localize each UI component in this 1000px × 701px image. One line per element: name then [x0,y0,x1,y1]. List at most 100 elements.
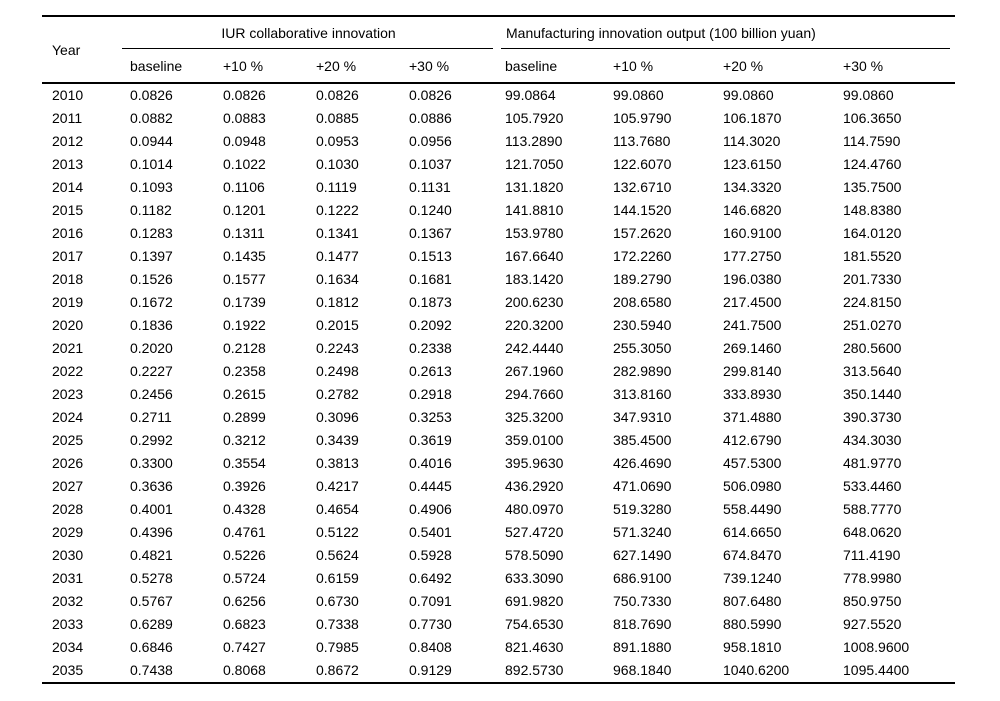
value-cell: 818.7690 [613,616,672,632]
value-cell: 0.3253 [409,409,452,425]
value-cell: 0.7091 [409,593,452,609]
value-cell: 0.1022 [223,156,266,172]
value-cell: 527.4720 [505,524,564,540]
year-cell: 2023 [52,386,84,402]
value-cell: 0.2092 [409,317,452,333]
sub-header-row: baseline +10 % +20 % +30 % baseline +10 … [42,49,956,84]
value-cell: 0.5278 [130,570,173,586]
value-cell: 0.2498 [316,363,359,379]
value-cell: 0.0953 [316,133,359,149]
value-cell: 0.5226 [223,547,266,563]
value-cell: 1040.6200 [723,659,844,684]
value-cell: 325.3200 [505,409,564,425]
value-cell: 750.7330 [613,593,672,609]
year-cell: 2011 [52,110,83,126]
year-cell: 2014 [52,179,84,195]
value-cell: 480.0970 [505,501,564,517]
table-row: 2033 0.6289 0.6823 0.7338 0.7730 754.6530 818.… [42,613,955,636]
value-cell: 0.1672 [130,294,173,310]
value-cell: 0.2020 [130,340,173,356]
value-cell: 135.7500 [843,179,902,195]
value-cell: 313.5640 [843,363,902,379]
value-cell: 177.2750 [723,248,782,264]
value-cell: 0.7985 [316,639,359,655]
table-row: 2032 0.5767 0.6256 0.6730 0.7091 691.9820 750.… [42,590,955,613]
value-cell: 968.1840 [613,659,724,684]
value-cell: 294.7660 [505,386,564,402]
scenario-table-container: Year IUR collaborative innovation Manufa… [42,15,956,684]
table-row: 2011 0.0882 0.0883 0.0885 0.0886 105.7920 105.… [42,107,955,130]
year-cell: 2028 [52,501,84,517]
value-cell: 299.8140 [723,363,782,379]
value-cell: 711.4190 [843,547,901,563]
value-cell: 0.1283 [130,225,173,241]
value-cell: 200.6230 [505,294,564,310]
value-cell: 0.1836 [130,317,173,333]
value-cell: 0.2128 [223,340,266,356]
value-cell: 385.4500 [613,432,672,448]
value-cell: 0.1477 [316,248,359,264]
table-row: 2028 0.4001 0.4328 0.4654 0.4906 480.0970 519.… [42,498,955,521]
value-cell: 436.2920 [505,478,564,494]
value-cell: 124.4760 [843,156,902,172]
table-row: 2023 0.2456 0.2615 0.2782 0.2918 294.7660 313.… [42,383,955,406]
table-row: 2020 0.1836 0.1922 0.2015 0.2092 220.3200 230.… [42,314,955,337]
value-cell: 880.5990 [723,616,782,632]
value-cell: 0.3300 [130,455,173,471]
value-cell: 412.6790 [723,432,782,448]
value-cell: 0.1634 [316,271,359,287]
value-cell: 891.1880 [613,639,672,655]
value-cell: 121.7050 [505,156,564,172]
table-row: 2027 0.3636 0.3926 0.4217 0.4445 436.2920 471.… [42,475,955,498]
table-row: 2019 0.1672 0.1739 0.1812 0.1873 200.6230 208.… [42,291,955,314]
value-cell: 0.4906 [409,501,452,517]
table-row: 2014 0.1093 0.1106 0.1119 0.1131 131.1820 132.… [42,176,955,199]
year-cell: 2032 [52,593,84,609]
value-cell: 850.9750 [843,593,902,609]
value-cell: 0.2243 [316,340,359,356]
value-cell: 0.1119 [316,179,357,195]
value-cell: 208.6580 [613,294,672,310]
year-cell: 2010 [52,87,84,103]
value-cell: 0.2711 [130,409,172,425]
value-cell: 183.1420 [505,271,564,287]
value-cell: 0.1341 [316,225,359,241]
value-cell: 471.0690 [613,478,672,494]
value-cell: 0.1397 [130,248,173,264]
value-cell: 0.1222 [316,202,359,218]
value-cell: 958.1810 [723,639,782,655]
year-cell: 2018 [52,271,84,287]
value-cell: 426.4690 [613,455,672,471]
value-cell: 164.0120 [843,225,902,241]
value-cell: 1008.9600 [843,639,910,655]
year-cell: 2015 [52,202,84,218]
value-cell: 0.2358 [223,363,266,379]
value-cell: 0.0886 [409,110,452,126]
value-cell: 113.7680 [613,133,671,149]
table-row: 2017 0.1397 0.1435 0.1477 0.1513 167.6640 172.… [42,245,955,268]
year-cell: 2025 [52,432,84,448]
value-cell: 0.3813 [316,455,359,471]
value-cell: 533.4460 [843,478,902,494]
value-cell: 0.1131 [409,179,451,195]
value-cell: 0.8672 [316,659,409,684]
value-cell: 0.1311 [223,225,265,241]
value-cell: 0.1367 [409,225,452,241]
year-cell: 2033 [52,616,84,632]
value-cell: 0.2613 [409,363,452,379]
value-cell: 114.7590 [843,133,901,149]
value-cell: 0.1030 [316,156,359,172]
value-cell: 892.5730 [505,659,614,684]
year-cell: 2017 [52,248,84,264]
subheader-iur-baseline: baseline [130,49,223,84]
value-cell: 0.5122 [316,524,359,540]
value-cell: 255.3050 [613,340,672,356]
value-cell: 0.1240 [409,202,452,218]
table-row: 2015 0.1182 0.1201 0.1222 0.1240 141.8810 144.… [42,199,955,222]
value-cell: 434.3030 [843,432,902,448]
table-row: 2022 0.2227 0.2358 0.2498 0.2613 267.1960 282.… [42,360,955,383]
value-cell: 347.9310 [613,409,672,425]
value-cell: 754.6530 [505,616,564,632]
value-cell: 0.3212 [223,432,266,448]
value-cell: 739.1240 [723,570,782,586]
